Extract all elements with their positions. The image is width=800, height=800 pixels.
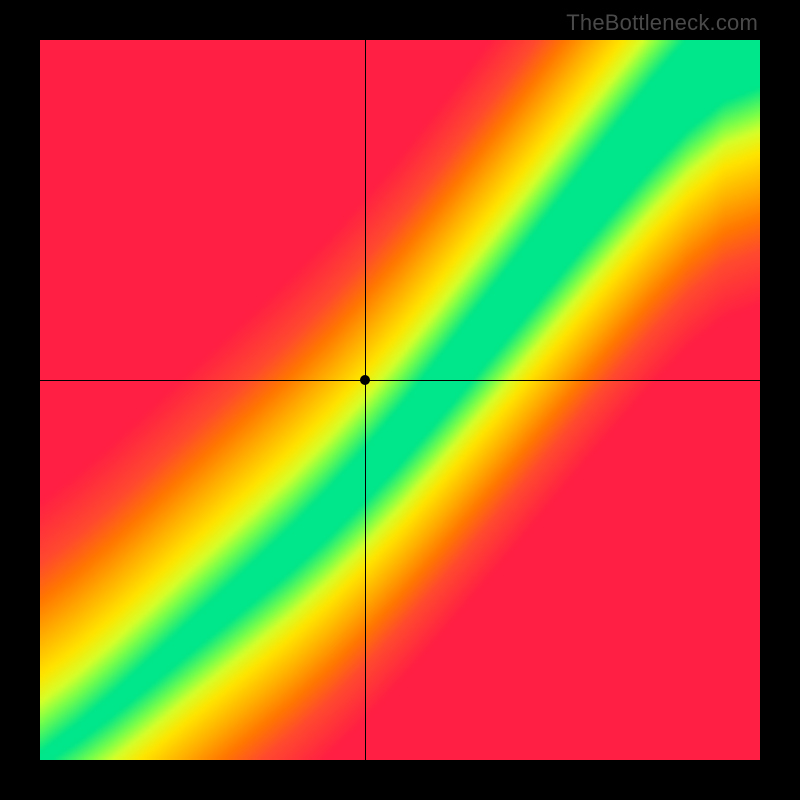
crosshair-marker-dot bbox=[360, 375, 370, 385]
watermark-label: TheBottleneck.com bbox=[566, 10, 758, 36]
crosshair-vertical bbox=[365, 40, 366, 760]
heatmap-canvas bbox=[40, 40, 760, 760]
plot-area bbox=[40, 40, 760, 760]
chart-frame: TheBottleneck.com bbox=[0, 0, 800, 800]
crosshair-horizontal bbox=[40, 380, 760, 381]
